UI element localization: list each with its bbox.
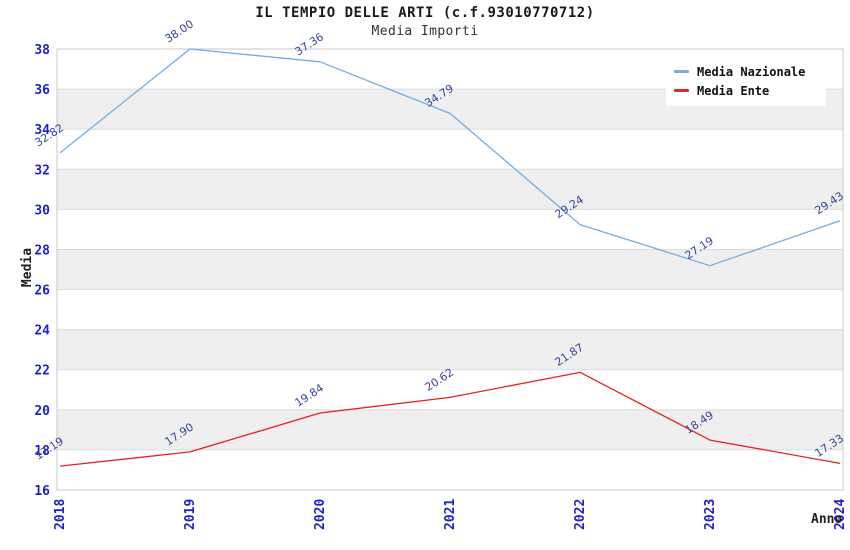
x-tick-label: 2018	[53, 499, 68, 530]
legend-swatch-media-nazionale	[674, 70, 689, 73]
legend: Media Nazionale Media Ente	[666, 56, 826, 106]
y-tick-label: 16	[34, 484, 50, 499]
plot-frame	[56, 48, 844, 491]
point-label: 19.84	[293, 381, 326, 409]
y-tick-label: 18	[34, 444, 50, 459]
x-tick-label: 2023	[703, 499, 718, 530]
y-tick-label: 28	[34, 243, 50, 258]
legend-item-media-nazionale: Media Nazionale	[674, 62, 826, 81]
plot-band	[57, 249, 843, 290]
y-tick-label: 38	[34, 43, 50, 58]
plot-band	[57, 169, 843, 210]
x-tick-label: 2024	[833, 499, 848, 530]
legend-label: Media Ente	[697, 83, 770, 98]
legend-swatch-media-ente	[674, 89, 689, 92]
plot-band	[57, 409, 843, 450]
x-tick-label: 2022	[573, 499, 588, 530]
x-tick-label: 2020	[313, 499, 328, 530]
y-tick-label: 32	[34, 163, 50, 178]
legend-item-media-ente: Media Ente	[674, 81, 826, 100]
x-axis-title: Anno	[811, 512, 843, 527]
chart-subtitle: Media Importi	[371, 24, 479, 39]
x-tick-label: 2019	[183, 499, 198, 530]
legend-label: Media Nazionale	[697, 64, 806, 79]
y-tick-label: 22	[34, 364, 50, 379]
x-tick-label: 2021	[443, 499, 458, 530]
series-line-media-ente	[59, 371, 841, 467]
y-tick-label: 34	[34, 123, 50, 138]
y-axis-title: Media	[20, 247, 36, 288]
y-tick-label: 36	[34, 83, 50, 98]
y-tick-label: 20	[34, 404, 50, 419]
series-line-media-nazionale	[59, 48, 841, 267]
plot-band	[57, 329, 843, 370]
y-tick-label: 30	[34, 203, 50, 218]
y-tick-label: 26	[34, 284, 50, 299]
y-tick-label: 24	[34, 324, 50, 339]
chart-title: IL TEMPIO DELLE ARTI (c.f.93010770712)	[255, 5, 595, 21]
